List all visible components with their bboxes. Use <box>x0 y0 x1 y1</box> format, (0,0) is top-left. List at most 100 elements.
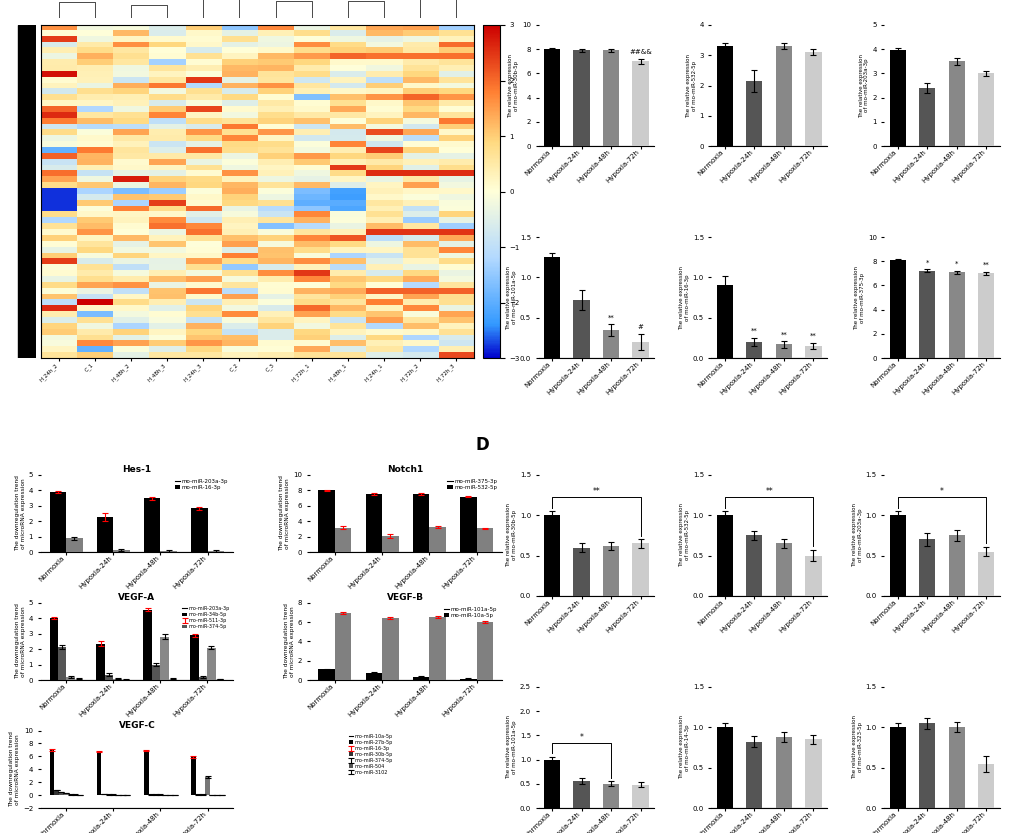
Y-axis label: The relative expression
of mo-miR-16-3p: The relative expression of mo-miR-16-3p <box>679 266 689 330</box>
Y-axis label: The relative expression
of mo-miR-14-3p: The relative expression of mo-miR-14-3p <box>679 716 689 780</box>
Bar <box>918 540 934 596</box>
Bar <box>632 342 648 358</box>
Bar <box>160 551 176 552</box>
Bar <box>144 498 160 552</box>
Y-axis label: The relative expression
of mo-miR-30b-5p: The relative expression of mo-miR-30b-5p <box>505 503 517 567</box>
Text: *: * <box>954 261 958 267</box>
Bar <box>476 622 492 681</box>
Bar <box>543 515 559 596</box>
Bar <box>152 665 160 681</box>
Bar <box>889 51 905 146</box>
Bar <box>121 679 130 681</box>
Bar <box>382 536 398 552</box>
Y-axis label: The downregulation trend
of microRNA expression: The downregulation trend of microRNA exp… <box>9 731 20 807</box>
Bar <box>66 538 83 552</box>
Title: VEGF-A: VEGF-A <box>118 593 155 602</box>
Bar <box>318 670 334 681</box>
Bar <box>334 527 352 552</box>
Bar <box>50 618 58 681</box>
Bar <box>977 764 994 808</box>
Y-axis label: The relative expression
of mo-miR-323-5p: The relative expression of mo-miR-323-5p <box>851 716 862 780</box>
Bar <box>101 794 106 795</box>
Legend: mo-miR-203a-3p, mo-miR-34b-5p, mo-miR-511-3p, mo-miR-374-5p: mo-miR-203a-3p, mo-miR-34b-5p, mo-miR-51… <box>181 605 230 630</box>
Text: *: * <box>940 487 943 496</box>
Bar <box>97 516 113 552</box>
Bar <box>573 547 589 596</box>
Bar <box>977 551 994 596</box>
Title: Notch1: Notch1 <box>387 465 424 474</box>
Text: +: + <box>145 673 151 679</box>
Title: VEGF-C: VEGF-C <box>118 721 155 730</box>
Y-axis label: The relative expression
of mo-miR-203a-3p: The relative expression of mo-miR-203a-3… <box>851 503 862 567</box>
Text: ##&&: ##&& <box>629 49 651 55</box>
Bar <box>191 508 208 552</box>
Legend: mo-miR-203a-3p, mo-miR-16-3p: mo-miR-203a-3p, mo-miR-16-3p <box>173 477 230 492</box>
Bar <box>54 790 59 795</box>
Y-axis label: The downregulation trend
of microRNA expression: The downregulation trend of microRNA exp… <box>15 476 25 551</box>
Bar <box>63 793 68 795</box>
Text: **: ** <box>607 314 613 321</box>
Bar <box>889 515 905 596</box>
Bar <box>804 556 820 596</box>
Bar <box>97 644 105 681</box>
Y-axis label: The relative expression
of mo-miR-375-3p: The relative expression of mo-miR-375-3p <box>853 266 864 330</box>
Bar <box>775 345 791 358</box>
Bar <box>191 757 196 795</box>
Y-axis label: The downregulation trend
of microRNA expression: The downregulation trend of microRNA exp… <box>279 476 290 551</box>
Bar <box>334 613 352 681</box>
Bar <box>160 636 168 681</box>
Bar <box>66 677 74 681</box>
Bar <box>105 675 113 681</box>
Bar <box>746 342 762 358</box>
Bar <box>460 679 476 681</box>
Text: #: # <box>637 324 643 330</box>
Bar <box>318 491 334 552</box>
Y-axis label: The relative expression
of mo-miR-532-5p: The relative expression of mo-miR-532-5p <box>679 503 689 567</box>
Bar <box>144 610 152 681</box>
Title: Hes-1: Hes-1 <box>122 465 151 474</box>
Y-axis label: The relative expression
of mo-miR-203a-3p: The relative expression of mo-miR-203a-3… <box>858 53 868 117</box>
Text: *: * <box>579 733 583 742</box>
Bar <box>918 723 934 808</box>
Bar <box>632 543 648 596</box>
Text: D: D <box>475 436 488 454</box>
Bar <box>113 679 121 681</box>
Bar <box>775 543 791 596</box>
Y-axis label: The relative expression
of mo-miR-532-5p: The relative expression of mo-miR-532-5p <box>685 53 696 117</box>
Y-axis label: The relative expression
of mo-miR-30b-5p: The relative expression of mo-miR-30b-5p <box>507 53 519 117</box>
Bar <box>948 727 964 808</box>
Bar <box>746 536 762 596</box>
Bar <box>543 760 559 808</box>
Bar <box>889 260 905 358</box>
Bar <box>716 727 733 808</box>
Bar <box>602 784 619 808</box>
Bar <box>205 777 210 795</box>
Legend: mo-miR-375-3p, mo-miR-532-5p: mo-miR-375-3p, mo-miR-532-5p <box>445 477 498 492</box>
Bar <box>602 546 619 596</box>
Bar <box>207 647 215 681</box>
Bar <box>543 49 559 146</box>
Bar <box>59 792 63 795</box>
Text: **: ** <box>982 262 988 268</box>
Bar <box>977 273 994 358</box>
Bar <box>199 677 207 681</box>
Bar <box>804 52 820 146</box>
Bar <box>429 526 445 552</box>
Bar <box>746 741 762 808</box>
Bar <box>58 647 66 681</box>
Bar <box>413 676 429 681</box>
Bar <box>191 636 199 681</box>
Text: **: ** <box>809 333 816 339</box>
Text: †: † <box>99 666 103 676</box>
Y-axis label: The relative expression
of mo-miR-101a-5p: The relative expression of mo-miR-101a-5… <box>505 266 517 330</box>
Title: VEGF-B: VEGF-B <box>387 593 424 602</box>
Text: **: ** <box>592 487 599 496</box>
Bar <box>716 46 733 146</box>
Legend: mo-miR-10a-5p, mo-miR-27b-5p, mo-miR-16-3p, mo-miR-30b-5p, mo-miR-374-5p, mo-miR: mo-miR-10a-5p, mo-miR-27b-5p, mo-miR-16-… <box>347 733 393 776</box>
Bar <box>573 300 589 358</box>
Bar <box>716 286 733 358</box>
Bar <box>460 496 476 552</box>
Bar <box>543 257 559 358</box>
Y-axis label: The downregulation trend
of microRNA expression: The downregulation trend of microRNA exp… <box>15 603 25 680</box>
Bar <box>977 73 994 146</box>
